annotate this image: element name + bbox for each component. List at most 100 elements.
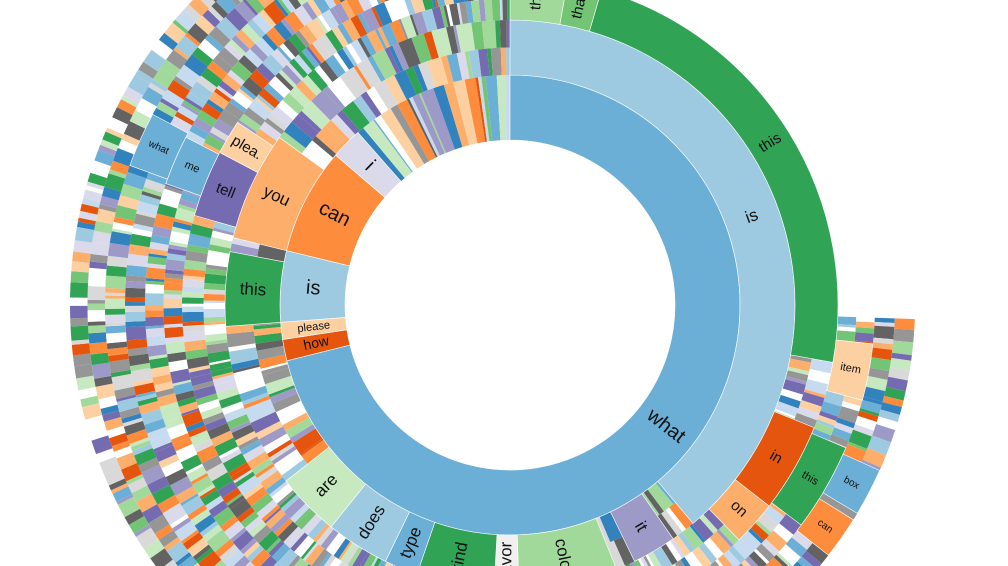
texture-strip bbox=[98, 144, 117, 156]
texture-strip bbox=[884, 387, 906, 401]
texture-strip bbox=[297, 0, 310, 6]
texture-strip bbox=[242, 444, 266, 463]
texture-strip bbox=[302, 1, 318, 21]
texture-strip bbox=[312, 136, 337, 158]
texture-strip bbox=[164, 269, 184, 275]
texture-strip bbox=[855, 321, 875, 329]
texture-strip bbox=[862, 396, 883, 406]
texture-strip bbox=[182, 279, 205, 288]
texture-strip bbox=[894, 318, 915, 330]
texture-strip bbox=[81, 198, 101, 208]
texture-strip bbox=[135, 97, 157, 119]
texture-strip bbox=[182, 291, 204, 298]
texture-strip bbox=[153, 381, 174, 393]
texture-strip bbox=[227, 69, 245, 86]
texture-strip bbox=[268, 76, 291, 98]
texture-strip bbox=[80, 395, 100, 408]
texture-strip bbox=[85, 415, 104, 427]
texture-strip bbox=[170, 432, 190, 445]
texture-strip bbox=[206, 99, 224, 114]
texture-strip bbox=[886, 376, 908, 392]
texture-strip bbox=[274, 518, 293, 537]
texture-strip bbox=[145, 327, 165, 338]
texture-strip bbox=[174, 111, 195, 126]
texture-strip bbox=[384, 47, 401, 74]
texture-strip bbox=[801, 391, 825, 407]
texture-strip bbox=[265, 509, 286, 529]
texture-strip bbox=[837, 406, 860, 424]
texture-strip bbox=[233, 366, 263, 384]
texture-strip bbox=[208, 26, 231, 48]
texture-strip bbox=[147, 476, 170, 495]
texture-strip bbox=[453, 0, 465, 4]
texture-strip bbox=[500, 47, 507, 76]
texture-strip bbox=[283, 121, 313, 149]
texture-strip bbox=[376, 0, 382, 5]
texture-strip bbox=[412, 93, 445, 156]
texture-strip bbox=[397, 99, 436, 162]
texture-strip bbox=[182, 321, 205, 327]
texture-strip bbox=[108, 353, 129, 362]
texture-strip bbox=[127, 165, 149, 179]
texture-strip bbox=[230, 243, 259, 257]
segment-label: tell bbox=[214, 179, 238, 202]
texture bbox=[69, 0, 915, 566]
texture-strip bbox=[307, 69, 329, 92]
texture-strip bbox=[108, 169, 127, 179]
texture-strip bbox=[613, 536, 635, 566]
texture-strip bbox=[892, 340, 914, 356]
texture-strip bbox=[384, 561, 394, 566]
texture-strip bbox=[136, 201, 159, 216]
texture-strip bbox=[159, 401, 181, 419]
texture-strip bbox=[177, 396, 197, 407]
texture-strip bbox=[647, 482, 674, 512]
texture-strip bbox=[228, 39, 247, 57]
texture-strip bbox=[164, 22, 187, 44]
texture-strip bbox=[212, 227, 235, 236]
texture-strip bbox=[258, 354, 288, 369]
texture-strip bbox=[854, 332, 874, 343]
texture-strip bbox=[239, 85, 257, 100]
texture-strip bbox=[689, 524, 706, 543]
texture-strip bbox=[186, 465, 207, 482]
texture-strip bbox=[247, 451, 270, 470]
texture-strip bbox=[72, 251, 91, 263]
texture-strip bbox=[255, 463, 275, 479]
texture-strip bbox=[366, 29, 385, 54]
texture-strip bbox=[231, 237, 260, 250]
texture-strip bbox=[361, 7, 381, 32]
texture-strip bbox=[340, 542, 357, 563]
texture-strip bbox=[113, 445, 133, 459]
texture-strip bbox=[184, 32, 201, 47]
texture-strip bbox=[163, 308, 183, 317]
texture-strip bbox=[159, 98, 180, 112]
texture-strip bbox=[233, 469, 253, 484]
texture-strip bbox=[102, 410, 121, 422]
texture-strip bbox=[167, 79, 191, 100]
texture-strip bbox=[103, 467, 125, 486]
texture-strip bbox=[643, 555, 652, 566]
texture-strip bbox=[129, 437, 150, 448]
texture-strip bbox=[750, 522, 769, 541]
texture-strip bbox=[121, 413, 142, 424]
texture-strip bbox=[373, 80, 398, 110]
texture-strip bbox=[162, 502, 187, 525]
texture-strip bbox=[171, 226, 191, 235]
texture-strip bbox=[87, 321, 106, 326]
texture-strip bbox=[117, 496, 140, 518]
texture-strip bbox=[308, 43, 326, 64]
texture-strip bbox=[434, 0, 439, 8]
texture-strip bbox=[241, 23, 261, 44]
texture-strip bbox=[250, 411, 281, 434]
texture-strip bbox=[132, 378, 154, 387]
texture-strip bbox=[398, 37, 421, 69]
texture-strip bbox=[181, 408, 200, 417]
texture-strip bbox=[867, 435, 891, 456]
texture-strip bbox=[384, 0, 398, 22]
texture-strip bbox=[151, 484, 175, 505]
texture-strip bbox=[288, 89, 308, 108]
texture-strip bbox=[205, 339, 228, 346]
texture-strip bbox=[109, 359, 131, 374]
texture-strip bbox=[263, 83, 285, 103]
texture-strip bbox=[625, 563, 631, 566]
